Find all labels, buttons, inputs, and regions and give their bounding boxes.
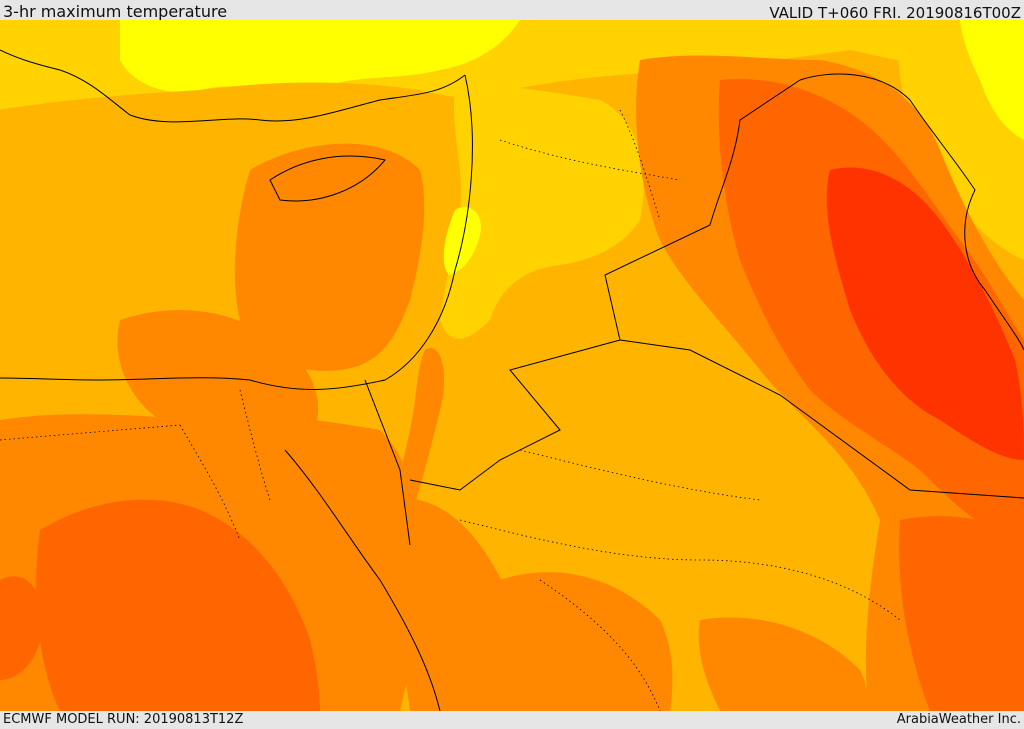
border-lines — [0, 49, 1024, 711]
model-run-label: ECMWF MODEL RUN: 20190813T12Z — [3, 712, 244, 727]
field-egypt-hotter — [36, 499, 320, 711]
header-bar: 3-hr maximum temperature VALID T+060 FRI… — [0, 0, 1024, 22]
field-rift-hot — [385, 348, 445, 543]
field-iraq-hottest — [826, 167, 1024, 460]
map-title: 3-hr maximum temperature — [3, 2, 228, 21]
valid-time-label: VALID T+060 FRI. 20190816T00Z — [769, 4, 1021, 22]
footer-bar: ECMWF MODEL RUN: 20190813T12Z ArabiaWeat… — [0, 711, 1024, 729]
province-lines — [0, 109, 901, 711]
field-north-lightyellow — [120, 20, 520, 92]
credit-label: ArabiaWeather Inc. — [896, 712, 1021, 727]
field-levant-yellow — [440, 85, 644, 339]
temperature-map[interactable] — [0, 20, 1024, 711]
